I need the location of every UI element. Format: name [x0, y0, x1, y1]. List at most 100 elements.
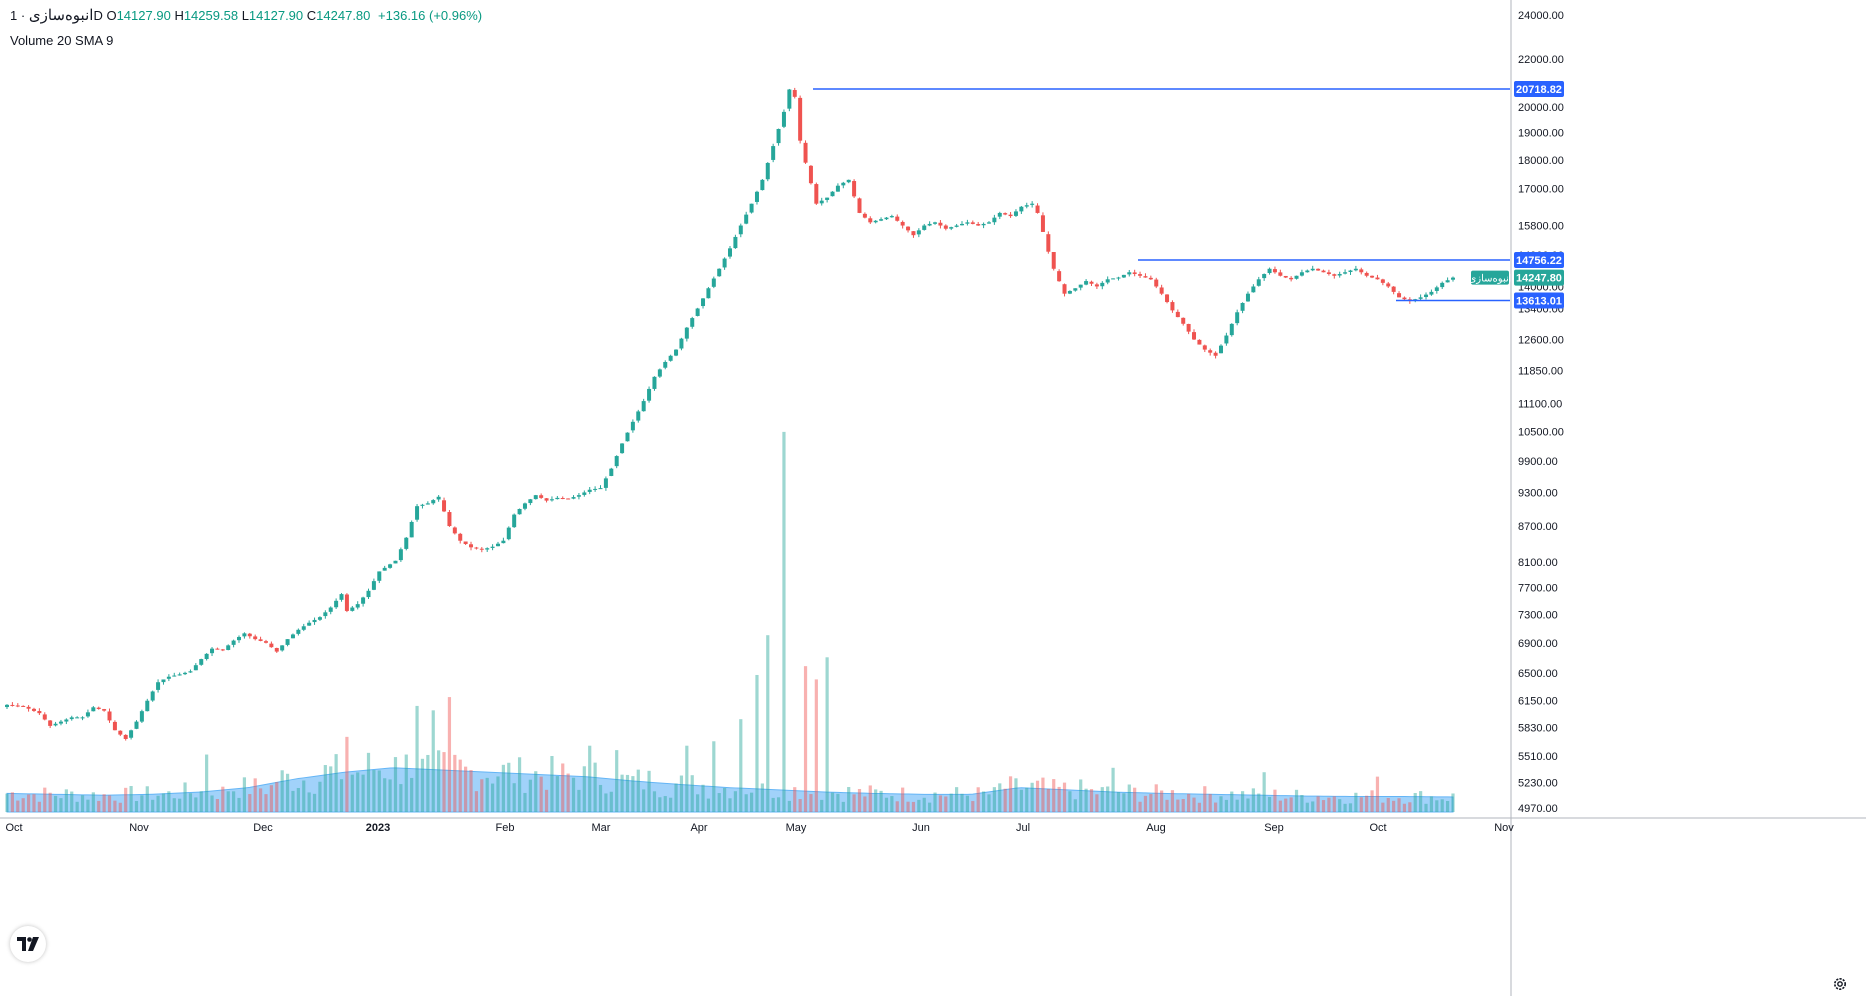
candle-body — [1127, 272, 1132, 275]
volume-bar — [1267, 796, 1272, 812]
volume-bar — [1181, 799, 1185, 812]
candle-body — [1132, 272, 1137, 275]
volume-bar — [226, 791, 230, 812]
candle-body — [792, 90, 797, 97]
volume-bar — [1133, 787, 1137, 812]
volume-bar — [544, 789, 549, 812]
volume-bar — [1435, 800, 1439, 812]
settings-gear-icon[interactable] — [1832, 976, 1848, 992]
y-tick-label: 22000.00 — [1518, 54, 1564, 66]
candle-body — [80, 717, 85, 719]
volume-bar — [917, 799, 921, 812]
y-tick-label: 10500.00 — [1518, 426, 1564, 438]
candle-body — [371, 581, 376, 590]
candle-body — [129, 730, 134, 738]
candle-body — [258, 639, 263, 641]
candle-body — [242, 633, 247, 637]
candle-body — [1229, 323, 1234, 336]
y-tick-label: 8100.00 — [1518, 557, 1558, 569]
volume-bar — [442, 752, 446, 812]
candle-body — [1008, 214, 1013, 217]
candle-body — [981, 223, 986, 226]
candle-body — [1429, 291, 1434, 295]
volume-bar — [1003, 788, 1007, 812]
change-value: +136.16 (+0.96%) — [378, 8, 483, 23]
y-tick-label: 6500.00 — [1518, 668, 1558, 680]
candle-body — [733, 236, 738, 249]
volume-bar — [1451, 793, 1455, 812]
candle-body — [166, 676, 171, 679]
candle-body — [814, 184, 819, 204]
volume-bar — [312, 793, 317, 812]
volume-bar — [1025, 787, 1029, 812]
candle-body — [1359, 269, 1364, 273]
candle-body — [31, 708, 36, 711]
candle-body — [1445, 280, 1450, 283]
candle-body — [458, 533, 463, 541]
candle-body — [1283, 275, 1288, 278]
candle-body — [560, 498, 565, 500]
volume-bar — [1246, 798, 1250, 812]
volume-bar — [1095, 794, 1099, 812]
candle-body — [986, 222, 991, 224]
volume-bar — [172, 798, 176, 812]
x-tick-label: Jul — [1016, 822, 1030, 834]
volume-bar — [1429, 796, 1434, 812]
volume-bar — [609, 791, 613, 812]
candle-body — [1013, 211, 1018, 216]
candle-body — [366, 590, 371, 598]
volume-bar — [1224, 799, 1228, 812]
candle-body — [841, 182, 846, 186]
volume-bar — [1397, 798, 1401, 812]
candle-body — [533, 495, 538, 500]
candle-body — [528, 499, 533, 504]
volume-bar — [663, 796, 667, 812]
volume-bar — [690, 775, 694, 812]
volume-bar — [981, 791, 986, 812]
volume-bar — [1370, 790, 1374, 812]
volume-bar — [766, 635, 770, 812]
volume-bar — [210, 795, 214, 812]
volume-bar — [1386, 798, 1390, 812]
candle-body — [145, 700, 150, 712]
volume-bar — [1424, 803, 1428, 812]
candle-body — [1316, 268, 1321, 271]
candle-body — [1208, 350, 1213, 353]
volume-bar — [188, 793, 193, 812]
level-price-tag — [1514, 292, 1564, 309]
y-tick-label: 9300.00 — [1518, 487, 1558, 499]
volume-bar — [1203, 786, 1207, 812]
volume-bar — [755, 674, 759, 812]
candle-body — [1121, 274, 1126, 278]
volume-bar — [113, 800, 117, 812]
volume-bar — [1240, 791, 1245, 812]
volume-bar — [1165, 799, 1169, 812]
volume-bar — [1008, 776, 1013, 812]
volume-bar — [350, 774, 354, 812]
volume-bar — [383, 778, 387, 812]
candle-body — [355, 604, 360, 608]
candle-body — [323, 612, 328, 617]
volume-bar — [1160, 790, 1164, 812]
symbol-name: انبوه‌سازی — [28, 7, 94, 24]
candle-body — [501, 540, 506, 544]
volume-bar — [539, 776, 543, 812]
candle-body — [1148, 277, 1153, 280]
volume-bar — [1138, 801, 1142, 812]
candle-body — [652, 376, 657, 389]
volume-bar — [393, 757, 398, 812]
candle-body — [1332, 274, 1337, 276]
candle-body — [42, 714, 47, 720]
volume-bar — [593, 762, 597, 812]
candle-body — [603, 478, 608, 488]
volume-bar — [140, 795, 144, 812]
volume-bar — [1062, 782, 1067, 812]
candle-body — [1224, 335, 1229, 344]
candle-body — [1159, 287, 1164, 294]
volume-bar — [884, 797, 889, 812]
candles — [5, 87, 1455, 741]
candle-body — [895, 216, 900, 221]
tradingview-logo-icon[interactable] — [10, 926, 46, 962]
volume-bar — [1100, 787, 1104, 812]
